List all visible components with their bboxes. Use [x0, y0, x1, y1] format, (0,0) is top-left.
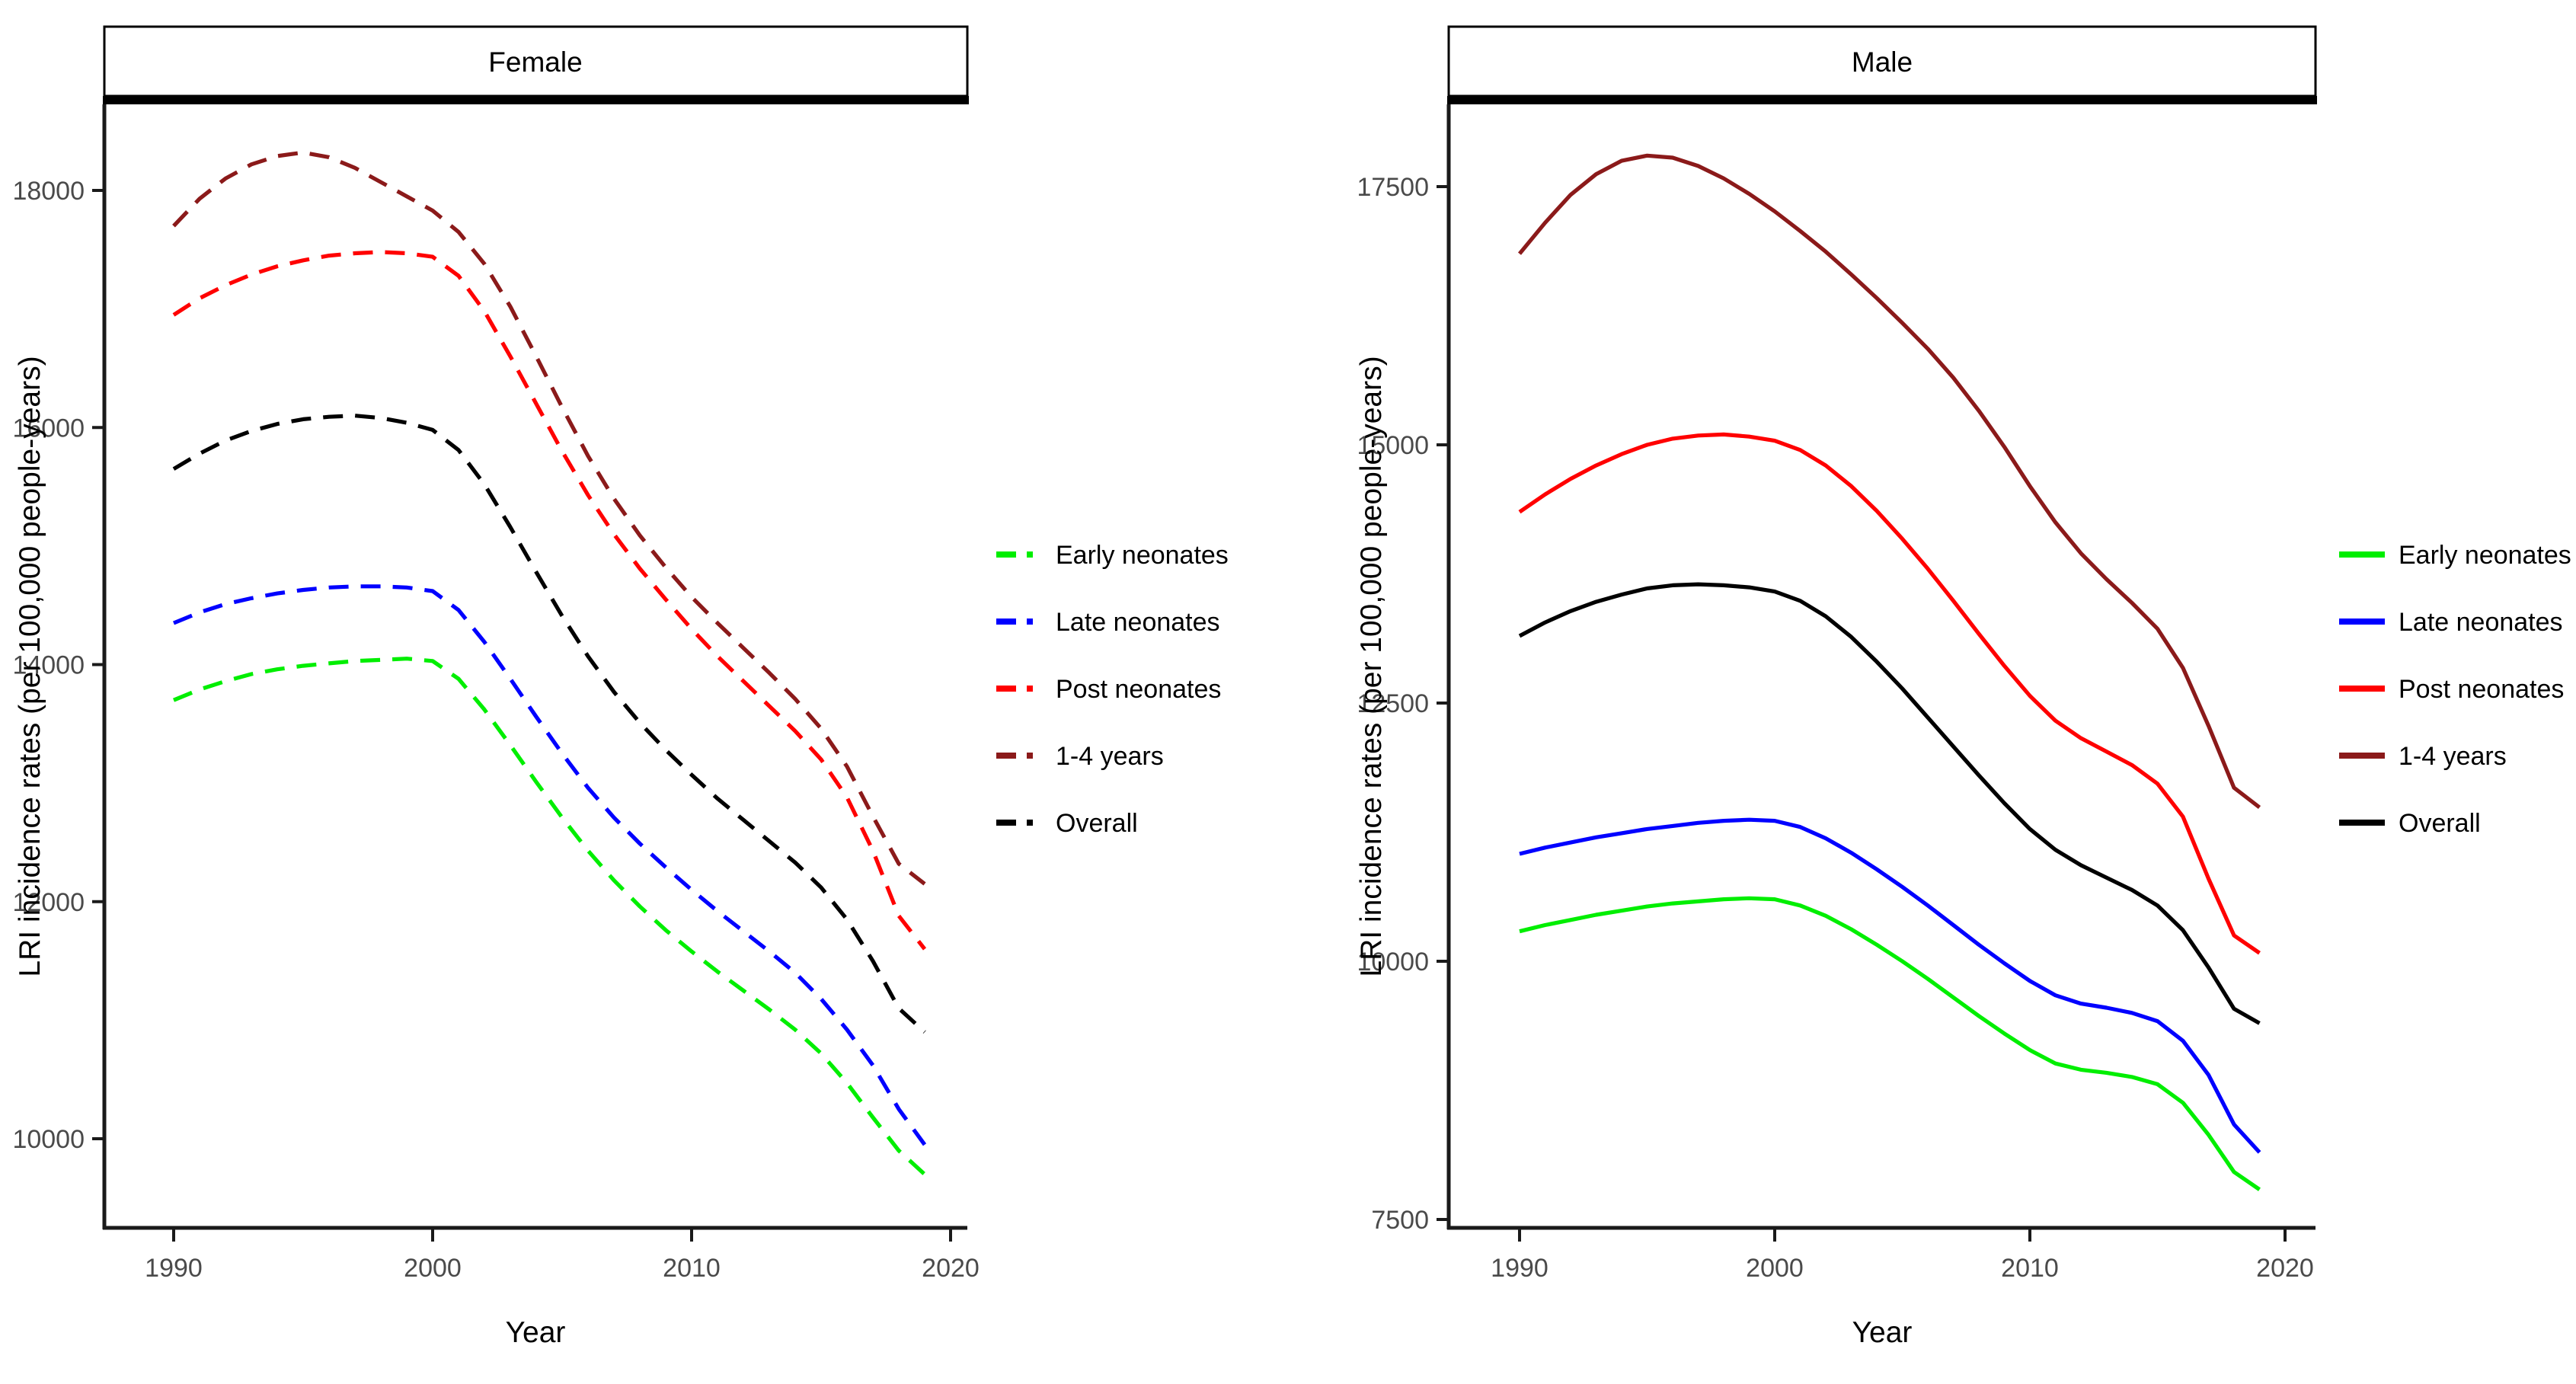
series-line-early-neonates — [173, 657, 926, 1176]
legend-label: Post neonates — [2399, 675, 2564, 704]
legend-item: Late neonates — [996, 608, 1220, 637]
legend-item: Overall — [2339, 809, 2481, 838]
y-tick-label: 14000 — [12, 651, 85, 680]
legend-label: Early neonates — [1056, 541, 1229, 570]
legend-label: Overall — [2399, 809, 2481, 838]
legend-item: 1-4 years — [2339, 742, 2507, 771]
y-tick-label: 18000 — [12, 177, 85, 206]
legend-item: Post neonates — [996, 675, 1221, 704]
x-tick-label: 2020 — [922, 1254, 980, 1283]
legend: Early neonates Late neonates Post neonates… — [996, 541, 1229, 838]
series-line-overall — [172, 414, 926, 1034]
y-axis-title: LRI incidence rates (per 100,000 people-… — [1355, 356, 1388, 976]
y-tick-label: 15000 — [1357, 431, 1429, 460]
legend-item: Early neonates — [2339, 541, 2571, 570]
y-tick-label: 10000 — [12, 1125, 85, 1154]
legend-label: 1-4 years — [1056, 742, 1164, 771]
legend-label: Late neonates — [2399, 608, 2563, 637]
x-tick-label: 1990 — [1491, 1254, 1548, 1283]
strip-box — [103, 25, 969, 97]
x-axis-title: Year — [506, 1316, 566, 1349]
legend-label: Late neonates — [1056, 608, 1220, 637]
legend-label: Overall — [1056, 809, 1138, 838]
x-tick-label: 2010 — [663, 1254, 721, 1283]
x-ticks: 1990 2000 2010 2020 — [145, 1228, 980, 1283]
male-panel: Male 7500 10000 12500 15000 17500 1990 2000 20… — [1355, 25, 2571, 1349]
legend-item: Late neonates — [2339, 608, 2563, 637]
series-line-late-neonates — [173, 584, 927, 1146]
strip-title: Male — [1852, 46, 1913, 78]
legend-label: Post neonates — [1056, 675, 1221, 704]
y-tick-label: 10000 — [1357, 948, 1429, 976]
series-line-post-neonates — [172, 250, 927, 951]
series-lines — [172, 150, 927, 1176]
series-line-1-4-years — [1517, 153, 2261, 810]
legend-item: Early neonates — [996, 541, 1229, 570]
x-tick-label: 2010 — [2001, 1254, 2059, 1283]
strip-underline — [1447, 96, 2317, 104]
y-tick-label: 17500 — [1357, 173, 1429, 202]
x-tick-label: 2020 — [2256, 1254, 2314, 1283]
legend-item: Post neonates — [2339, 675, 2564, 704]
y-tick-label: 16000 — [12, 414, 85, 443]
female-panel: Female 10000 12000 14000 16000 18000 1990 200… — [12, 25, 1229, 1349]
x-tick-label: 2000 — [404, 1254, 462, 1283]
strip-title: Female — [488, 46, 582, 78]
series-line-overall — [1518, 582, 2261, 1025]
x-tick-label: 1990 — [145, 1254, 203, 1283]
y-tick-label: 7500 — [1371, 1206, 1429, 1235]
series-line-1-4-years — [172, 150, 926, 886]
series-line-late-neonates — [1519, 817, 2261, 1154]
series-lines — [1517, 153, 2261, 1191]
legend-item: 1-4 years — [996, 742, 1164, 771]
legend-item: Overall — [996, 809, 1138, 838]
legend-label: Early neonates — [2399, 541, 2571, 570]
y-axis-title: LRI incidence rates (per 100,000 people-… — [14, 356, 46, 976]
legend: Early neonates Late neonates Post neonates… — [2339, 541, 2571, 838]
y-ticks: 7500 10000 12500 15000 17500 — [1357, 173, 1449, 1235]
x-ticks: 1990 2000 2010 2020 — [1491, 1228, 2314, 1283]
y-tick-label: 12500 — [1357, 689, 1429, 718]
y-tick-label: 12000 — [12, 888, 85, 917]
y-ticks: 10000 12000 14000 16000 18000 — [12, 177, 104, 1154]
x-axis-title: Year — [1852, 1316, 1913, 1349]
legend-label: 1-4 years — [2399, 742, 2507, 771]
series-line-post-neonates — [1518, 432, 2261, 955]
series-line-early-neonates — [1519, 896, 2261, 1191]
strip-underline — [103, 96, 969, 104]
x-tick-label: 2000 — [1746, 1254, 1804, 1283]
